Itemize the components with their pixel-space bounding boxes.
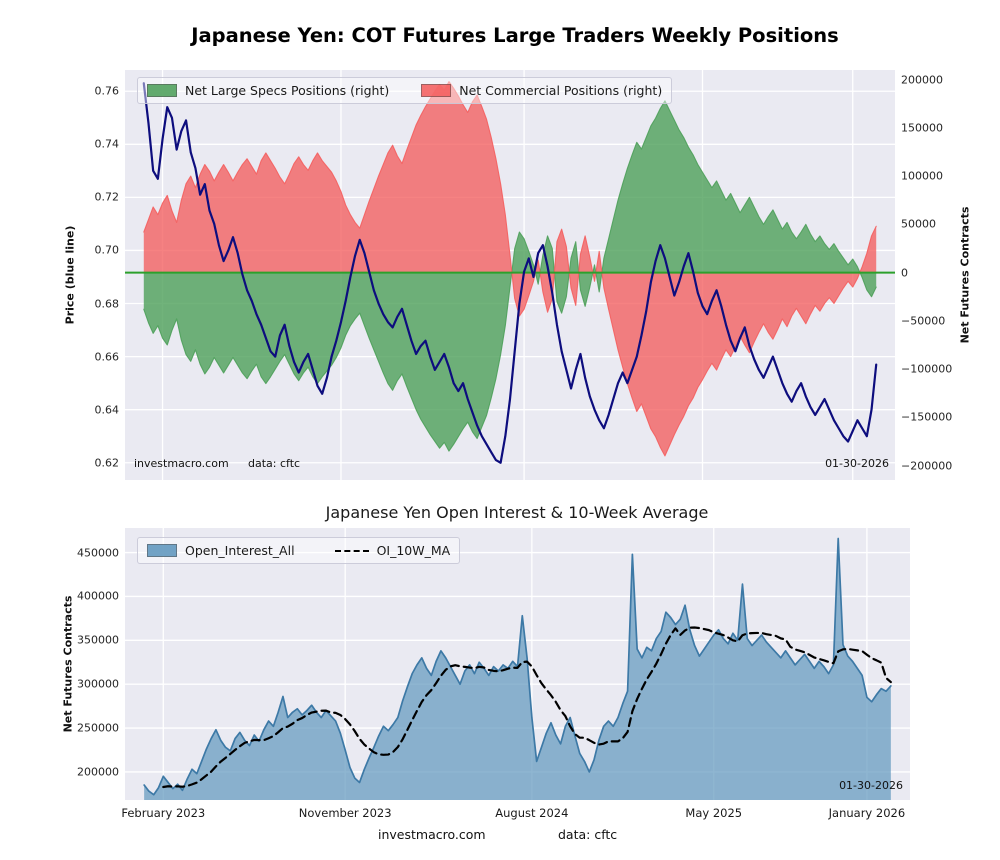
top-data-source: data: cftc [248,457,301,470]
top-right-axis-tick: 0 [901,266,908,280]
top-left-axis-tick: 0.72 [94,190,120,204]
x-axis-tick: May 2025 [685,806,743,820]
top-right-axis-tick: −150000 [901,410,953,424]
top-chart-legend: Net Large Specs Positions (right) Net Co… [137,77,673,104]
oi-10w-ma-line-sample [334,549,369,552]
x-axis-tick: January 2026 [828,806,906,820]
top-left-axis-tick: 0.74 [94,137,120,151]
top-right-axis-tick: 50000 [901,217,936,231]
cot-positions-chart [125,70,895,480]
legend-label-net-commercials: Net Commercial Positions (right) [459,83,663,98]
top-right-axis-tick: −200000 [901,459,953,473]
page-title: Japanese Yen: COT Futures Large Traders … [191,24,839,47]
bottom-left-axis-title: Net Futures Contracts [61,595,75,733]
bottom-left-axis-tick: 300000 [77,677,119,691]
footer-data-source: data: cftc [558,827,618,842]
legend-label-open-interest: Open_Interest_All [185,543,295,558]
net-large-specs-swatch [147,84,177,97]
legend-item-net-commercials: Net Commercial Positions (right) [421,83,662,98]
legend-item-open-interest: Open_Interest_All [147,543,295,558]
top-right-axis-title: Net Futures Contracts [958,206,972,344]
top-left-axis-tick: 0.68 [94,297,120,311]
top-right-axis-tick: 150000 [901,121,943,135]
x-axis-tick: February 2023 [121,806,206,820]
x-axis-tick: August 2024 [495,806,569,820]
top-left-axis-tick: 0.64 [94,403,120,417]
top-left-axis-title: Price (blue line) [63,225,77,325]
top-right-axis-tick: −100000 [901,362,953,376]
bottom-left-axis-tick: 400000 [77,589,119,603]
bottom-chart-legend: Open_Interest_All OI_10W_MA [137,537,461,564]
bottom-chart-title: Japanese Yen Open Interest & 10-Week Ave… [325,503,709,522]
open-interest-chart [125,528,910,800]
bottom-left-axis-tick: 250000 [77,721,119,735]
legend-label-net-large-specs: Net Large Specs Positions (right) [185,83,390,98]
top-left-axis-tick: 0.70 [94,243,120,257]
top-right-axis-tick: 200000 [901,73,943,87]
open-interest-swatch [147,544,177,557]
footer-watermark: investmacro.com [378,827,486,842]
top-left-axis-tick: 0.76 [94,84,120,98]
legend-item-oi-10w-ma: OI_10W_MA [334,543,451,558]
bottom-date-stamp: 01-30-2026 [839,779,903,792]
bottom-left-axis-tick: 450000 [77,546,119,560]
legend-item-net-large-specs: Net Large Specs Positions (right) [147,83,389,98]
net-commercials-swatch [421,84,452,97]
top-watermark: investmacro.com [134,457,229,470]
legend-label-oi-10w-ma: OI_10W_MA [376,543,451,558]
top-left-axis-tick: 0.62 [94,456,120,470]
top-right-axis-tick: −50000 [901,314,946,328]
x-axis-tick: November 2023 [298,806,392,820]
top-left-axis-tick: 0.66 [94,350,120,364]
top-date-stamp: 01-30-2026 [825,457,889,470]
bottom-left-axis-tick: 200000 [77,765,119,779]
top-right-axis-tick: 100000 [901,169,943,183]
bottom-left-axis-tick: 350000 [77,633,119,647]
